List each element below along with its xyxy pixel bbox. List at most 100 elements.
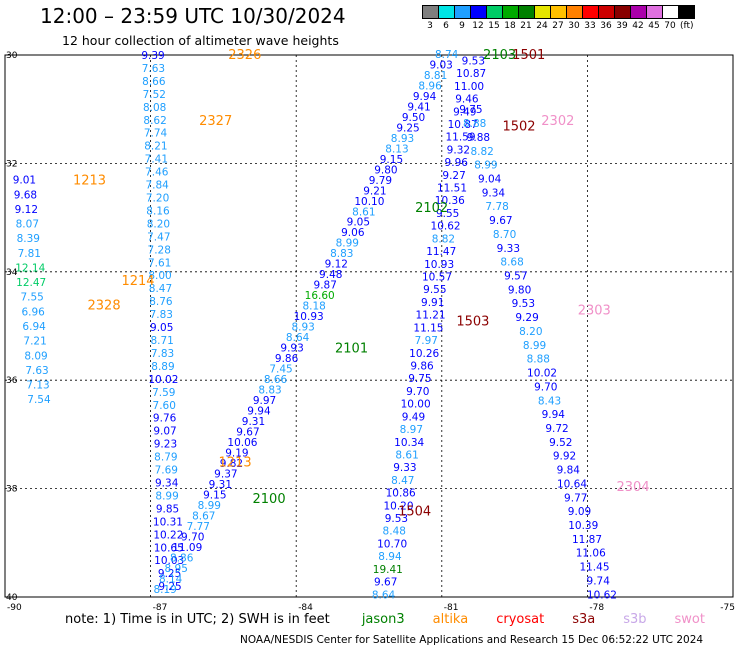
swh-value: 7.77 xyxy=(187,521,210,533)
swh-value: 9.49 xyxy=(453,106,476,118)
swh-value: 9.92 xyxy=(553,451,576,463)
swh-value: 11.21 xyxy=(416,310,446,322)
swh-value: 7.47 xyxy=(147,231,170,243)
swh-value: 9.86 xyxy=(410,360,434,372)
swh-value: 7.78 xyxy=(485,201,508,213)
swh-value: 10.62 xyxy=(587,589,617,601)
swh-value: 9.88 xyxy=(467,132,490,144)
swh-value: 12.14 xyxy=(15,262,45,274)
credits: NOAA/NESDIS Center for Satellite Applica… xyxy=(240,634,704,646)
swh-value: 9.53 xyxy=(512,298,535,310)
legend-swatch xyxy=(518,5,535,19)
legend-swatch xyxy=(630,5,647,19)
swh-value: 10.00 xyxy=(401,399,431,411)
swh-value: 9.33 xyxy=(497,243,520,255)
swh-value: 7.54 xyxy=(27,394,51,406)
pass-number-label: 2302 xyxy=(541,114,574,129)
legend-label: 36 xyxy=(600,21,612,31)
pass-number-label: 1213 xyxy=(73,174,106,189)
map-frame xyxy=(4,54,734,598)
swh-value: 11.87 xyxy=(572,534,602,546)
swh-value: 8.64 xyxy=(372,589,396,601)
swh-value: 9.07 xyxy=(153,426,176,438)
swh-value: 9.32 xyxy=(447,144,470,156)
swh-value: 8.94 xyxy=(378,551,402,563)
pass-number-label: 1501 xyxy=(512,48,545,63)
swh-value: 10.39 xyxy=(568,520,598,532)
swh-value: 9.79 xyxy=(369,175,392,187)
legend-swatch xyxy=(582,5,599,19)
swh-value: 8.21 xyxy=(144,141,167,153)
swh-value: 8.62 xyxy=(143,115,166,127)
track-altika-short: 9.01 9.68 9.12 8.07 8.39 7.81 12.14 12.47 7.55 6.… xyxy=(13,175,51,407)
swh-value: 7.97 xyxy=(415,335,438,347)
swh-value: 9.94 xyxy=(247,406,271,418)
swh-value: 9.87 xyxy=(314,280,337,292)
swh-value: 8.66 xyxy=(142,76,166,88)
swh-value: 9.46 xyxy=(455,94,479,106)
satellite-name: s3b xyxy=(623,612,647,627)
legend-swatch xyxy=(486,5,503,19)
satellite-tracks: 9.397.638.667.528.088.627.748.217.417.46… xyxy=(13,49,617,601)
lat-label: 30 xyxy=(6,51,18,61)
lat-label: 32 xyxy=(6,159,17,169)
swh-value: 8.95 xyxy=(165,563,188,575)
lat-label: 34 xyxy=(6,268,18,278)
swh-value: 8.89 xyxy=(151,361,174,373)
swh-value: 8.20 xyxy=(147,218,170,230)
legend-swatch xyxy=(646,5,663,19)
pass-number-label: 2101 xyxy=(335,342,368,357)
legend-swatch xyxy=(454,5,471,19)
swh-value: 8.47 xyxy=(391,475,414,487)
swh-value: 8.74 xyxy=(435,49,459,61)
swh-value: 11.45 xyxy=(579,562,609,574)
swh-value: 9.23 xyxy=(154,439,177,451)
swh-value: 8.61 xyxy=(352,206,375,218)
swh-value: 9.05 xyxy=(150,322,173,334)
swh-value: 7.61 xyxy=(148,257,171,269)
lon-label: -84 xyxy=(298,603,313,613)
swh-value: 8.97 xyxy=(400,424,423,436)
satellite-name: s3a xyxy=(572,612,596,627)
track-cryosat-desc: 9.5310.8711.009.469.4910.8711.599.329.96… xyxy=(372,55,486,601)
swh-value: 9.25 xyxy=(158,568,181,580)
swh-value: 8.93 xyxy=(391,133,414,145)
swh-value: 9.57 xyxy=(504,271,527,283)
swh-value: 9.67 xyxy=(236,427,259,439)
pass-number-label: 1214 xyxy=(121,274,154,289)
legend-swatches xyxy=(422,5,695,19)
satellite-name: cryosat xyxy=(496,612,545,627)
swh-value: 8.82 xyxy=(432,233,455,245)
footnote-text: note: 1) Time is in UTC; 2) SWH is in fe… xyxy=(65,612,330,627)
swh-value: 10.06 xyxy=(227,437,257,449)
swh-value: 9.53 xyxy=(462,55,485,67)
satellite-name: jason3 xyxy=(361,612,405,627)
legend-label: 3 xyxy=(427,21,433,31)
swh-value: 9.31 xyxy=(242,416,265,428)
pass-number-label: 2304 xyxy=(617,480,650,495)
swh-value: 7.28 xyxy=(148,244,171,256)
swh-value: 8.19 xyxy=(153,584,176,596)
swh-value: 10.93 xyxy=(294,311,324,323)
swh-value: 9.82 xyxy=(220,458,243,470)
swh-value: 8.79 xyxy=(154,452,177,464)
swh-value: 9.12 xyxy=(325,259,348,271)
swh-value: 10.26 xyxy=(409,348,439,360)
legend-swatch xyxy=(534,5,551,19)
swh-value: 8.81 xyxy=(424,70,447,82)
swh-value: 8.20 xyxy=(519,326,542,338)
legend-swatch xyxy=(598,5,615,19)
swh-value: 9.94 xyxy=(542,409,566,421)
swh-value: 9.70 xyxy=(181,531,204,543)
swh-value: 7.45 xyxy=(269,364,292,376)
legend-labels: 3 6 9 12 15 18 21 24 27 30 33 36 39 42 45 70 (ft) xyxy=(422,21,694,31)
swh-value: 8.48 xyxy=(383,526,406,538)
swh-value: 9.72 xyxy=(545,423,568,435)
legend-label: 18 xyxy=(504,21,516,31)
swh-value: 10.03 xyxy=(154,555,184,567)
swh-value: 10.34 xyxy=(394,437,424,449)
swh-value: 9.80 xyxy=(508,284,531,296)
lat-label: 36 xyxy=(6,376,18,386)
